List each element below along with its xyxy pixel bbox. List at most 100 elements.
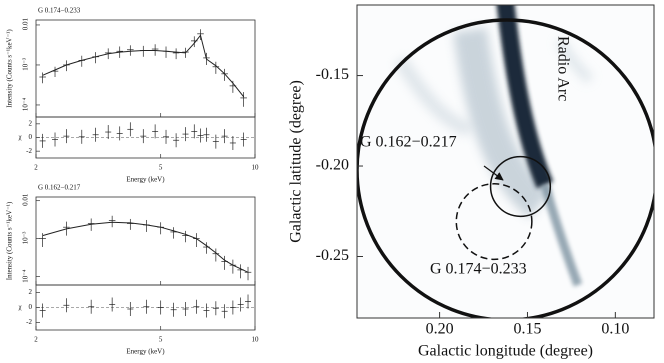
x-tick-label: 10 bbox=[252, 164, 260, 172]
data-point bbox=[170, 227, 177, 239]
residual-point bbox=[182, 302, 189, 316]
plot-frame bbox=[35, 196, 256, 286]
data-point bbox=[240, 92, 247, 107]
residual-point bbox=[157, 300, 164, 315]
panel-title: G 0.162−0.217 bbox=[38, 184, 81, 192]
x-tick-label: 0.15 bbox=[513, 321, 541, 338]
region bbox=[489, 155, 552, 218]
residual-point bbox=[240, 132, 247, 147]
residual-point bbox=[221, 129, 228, 144]
y-tick-label: 10⁻³ bbox=[22, 58, 30, 71]
data-point bbox=[108, 215, 116, 228]
spectrum-panel: G 0.162−0.217 Energy (keV) Intensity (Coun… bbox=[6, 184, 259, 356]
y-tick-label: 10⁻⁴ bbox=[22, 97, 30, 111]
y-tick-label: -0.25 bbox=[316, 247, 349, 264]
residual-tick-label: -2 bbox=[26, 318, 32, 326]
residual-tick-label: 2 bbox=[29, 119, 33, 127]
data-point bbox=[182, 230, 189, 243]
residual-point bbox=[229, 300, 236, 315]
residual-point bbox=[140, 129, 147, 144]
residual-point bbox=[182, 127, 189, 142]
data-point bbox=[127, 45, 134, 56]
residual-point bbox=[143, 299, 150, 314]
residual-point bbox=[109, 297, 116, 312]
residual-point bbox=[52, 132, 59, 147]
residual-point bbox=[39, 133, 46, 148]
model-line bbox=[42, 34, 245, 98]
residual-point bbox=[197, 128, 204, 143]
data-point bbox=[151, 44, 159, 56]
x-tick-label: 10 bbox=[252, 336, 260, 344]
residual-point bbox=[116, 126, 123, 141]
data-point bbox=[244, 266, 252, 281]
residual-point bbox=[191, 124, 198, 139]
x-tick-label: 0.10 bbox=[601, 321, 629, 338]
residual-point bbox=[127, 122, 134, 137]
residual-point bbox=[88, 299, 95, 314]
residual-label: χ bbox=[18, 133, 22, 141]
data-point bbox=[140, 45, 147, 57]
residual-point bbox=[173, 133, 180, 148]
y-tick-label: 0.01 bbox=[22, 193, 30, 206]
annotation: G 0.174−0.233 bbox=[430, 261, 527, 278]
x-tick-label: 5 bbox=[159, 164, 163, 172]
residual-point bbox=[63, 129, 70, 144]
residual-point bbox=[237, 297, 244, 312]
residual-point bbox=[212, 301, 219, 316]
spectrum-panel: G 0.174−0.233 Energy (keV) Intensity (Coun… bbox=[6, 7, 259, 184]
residual-point bbox=[105, 125, 112, 140]
x-tick-label: 2 bbox=[34, 336, 38, 344]
residual-tick-label: 0 bbox=[29, 303, 33, 311]
y-axis-label: Galactic latitude (degree) bbox=[288, 80, 305, 243]
residual-point bbox=[245, 294, 252, 309]
model-line bbox=[42, 221, 249, 273]
residual-point bbox=[212, 134, 219, 149]
data-point bbox=[212, 61, 220, 74]
residual-tick-label: 2 bbox=[29, 288, 33, 296]
annotation: Radio Arc bbox=[554, 36, 571, 101]
residual-point bbox=[127, 302, 134, 316]
residual-point bbox=[170, 302, 177, 317]
data-point bbox=[212, 248, 220, 262]
residual-point bbox=[78, 129, 85, 144]
data-point bbox=[127, 218, 134, 230]
plot-frame bbox=[35, 19, 256, 118]
y-tick-label: -0.15 bbox=[316, 66, 349, 83]
residual-point bbox=[221, 304, 228, 319]
data-point bbox=[162, 46, 170, 58]
data-point bbox=[172, 48, 180, 60]
residual-label: χ bbox=[18, 303, 22, 311]
y-axis-label: Intensity (Counts s⁻¹keV⁻¹) bbox=[6, 201, 14, 280]
residual-point bbox=[163, 129, 170, 144]
residual-point bbox=[229, 135, 236, 150]
residual-point bbox=[63, 298, 70, 313]
map-frame bbox=[356, 4, 655, 319]
x-tick-label: 5 bbox=[159, 336, 163, 344]
residual-point bbox=[39, 303, 46, 318]
residual-point bbox=[152, 124, 159, 139]
residual-tick-label: 0 bbox=[29, 133, 33, 141]
residual-tick-label: -2 bbox=[26, 147, 32, 155]
data-point bbox=[51, 66, 59, 77]
residual-point bbox=[92, 127, 99, 142]
x-tick-label: 0.20 bbox=[426, 321, 454, 338]
region bbox=[455, 183, 533, 261]
x-axis-label: Energy (keV) bbox=[126, 348, 165, 356]
y-tick-label: 10⁻³ bbox=[22, 232, 30, 245]
residual-point bbox=[203, 127, 210, 142]
y-axis-label: Intensity (Counts s⁻¹keV⁻¹) bbox=[6, 29, 14, 108]
residual-point bbox=[193, 299, 200, 314]
x-axis-label: Galactic longitude (degree) bbox=[418, 343, 593, 360]
data-point bbox=[237, 264, 244, 279]
y-tick-label: 10⁻⁴ bbox=[22, 269, 30, 283]
x-axis-label: Energy (keV) bbox=[126, 176, 165, 184]
radio-image bbox=[357, 5, 654, 318]
data-point bbox=[221, 68, 228, 81]
panel-title: G 0.174−0.233 bbox=[38, 7, 81, 15]
x-tick-label: 2 bbox=[34, 164, 38, 172]
residual-point bbox=[203, 303, 210, 318]
y-tick-label: -0.20 bbox=[316, 157, 349, 174]
data-point bbox=[143, 219, 150, 232]
